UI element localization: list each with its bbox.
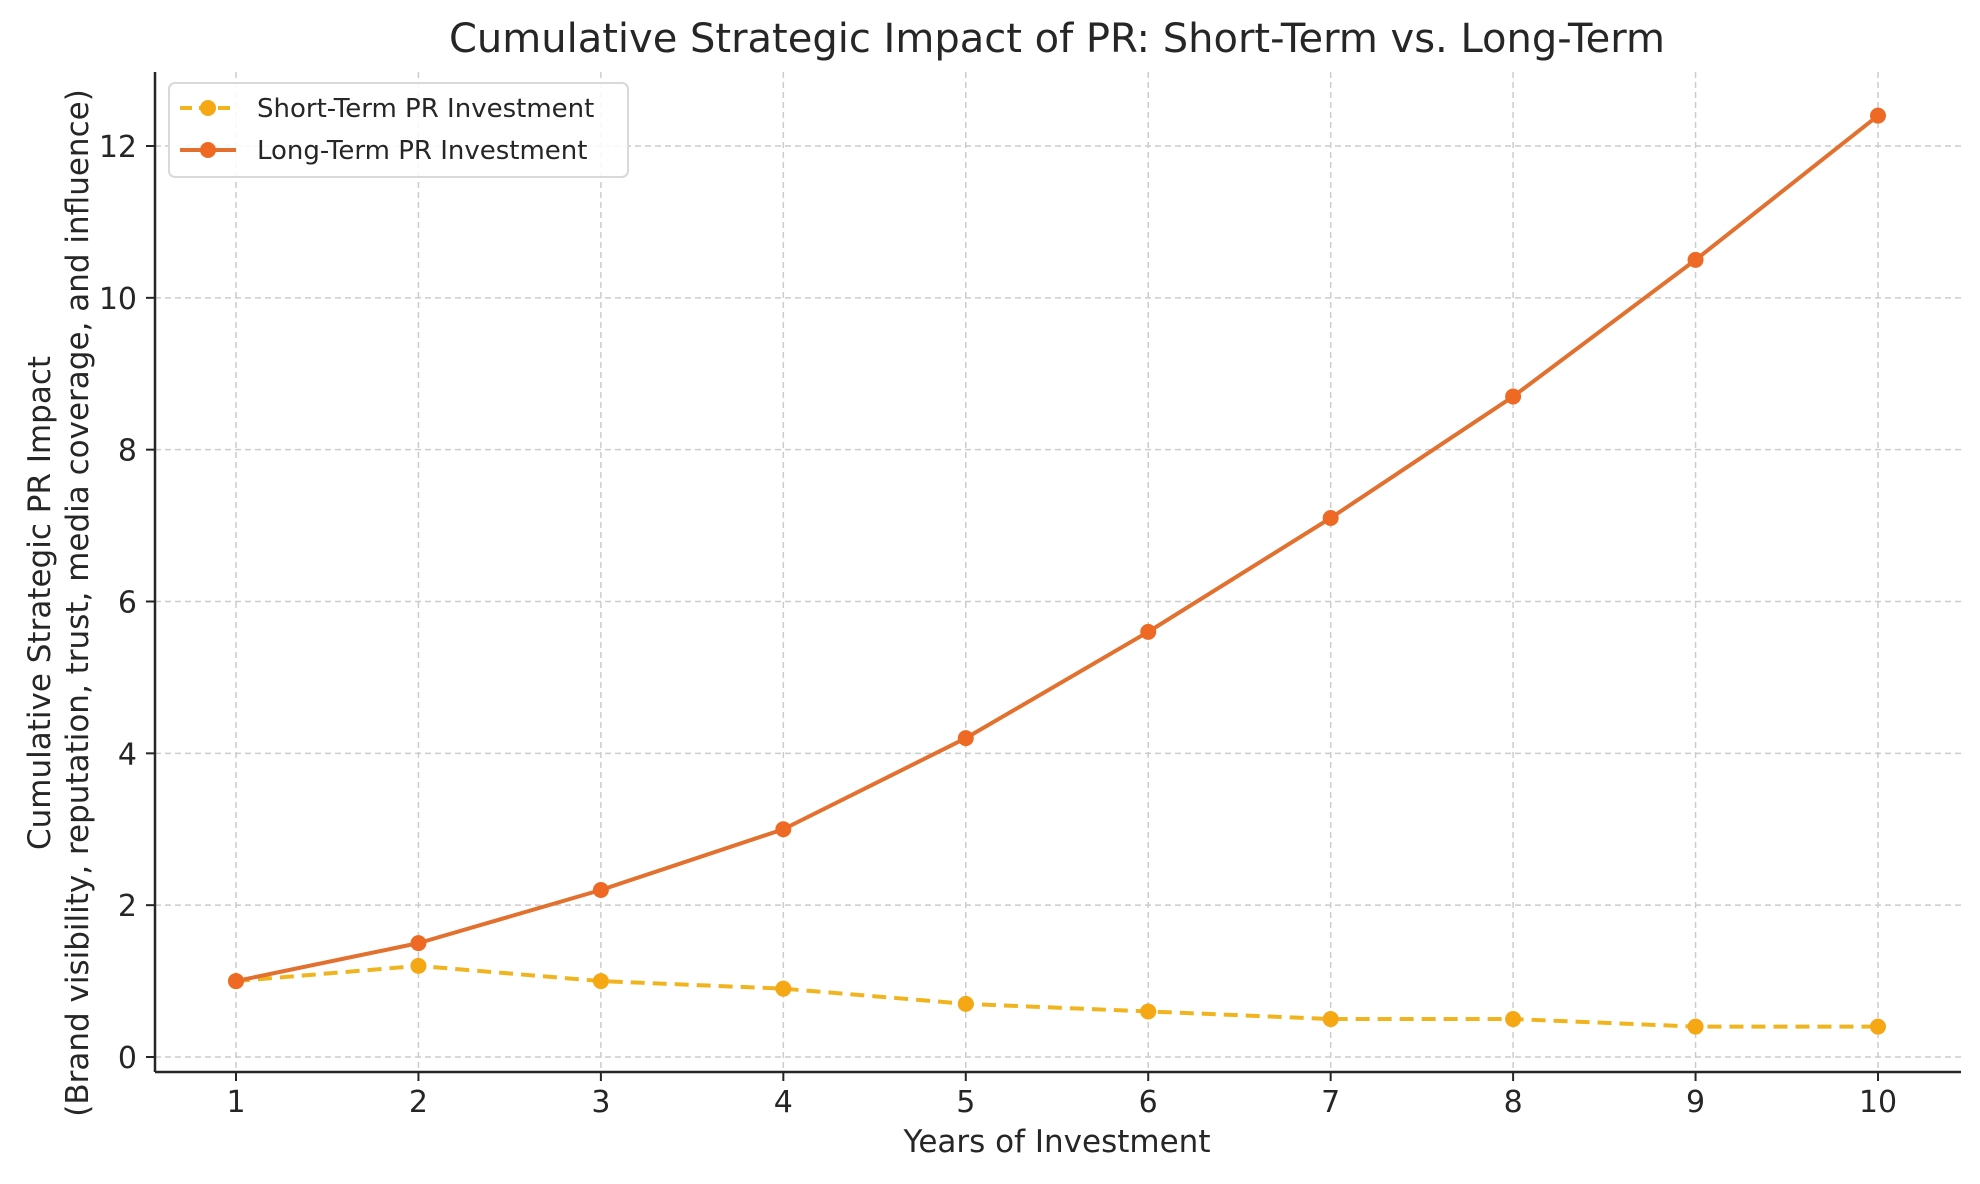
legend-label-short-term: Short-Term PR Investment <box>257 94 594 124</box>
y-axis-ticks: 0 2 4 6 8 10 12 <box>99 130 155 1076</box>
grid-lines <box>155 72 1961 1072</box>
x-tick-label: 9 <box>1686 1085 1705 1120</box>
data-point <box>957 730 974 747</box>
x-tick-label: 8 <box>1504 1085 1523 1120</box>
legend-box <box>168 82 629 178</box>
data-point <box>1870 1018 1886 1035</box>
data-point <box>228 973 244 990</box>
x-axis-label: Years of Investment <box>903 1124 1211 1160</box>
data-point <box>1140 1003 1157 1020</box>
y-tick-label: 8 <box>118 434 137 469</box>
x-tick-label: 5 <box>956 1085 975 1120</box>
data-point <box>1687 251 1704 268</box>
data-point <box>1505 388 1522 405</box>
x-tick-label: 3 <box>591 1085 610 1120</box>
data-point <box>775 821 792 838</box>
data-point <box>1140 623 1157 640</box>
y-tick-label: 2 <box>118 889 137 924</box>
data-point <box>957 995 974 1012</box>
x-tick-label: 7 <box>1321 1085 1340 1120</box>
data-point <box>1687 1018 1704 1035</box>
x-tick-label: 10 <box>1859 1085 1897 1120</box>
data-point <box>410 957 427 974</box>
x-tick-label: 6 <box>1139 1085 1158 1120</box>
data-point <box>1505 1011 1522 1028</box>
axes <box>153 72 1961 1074</box>
data-point <box>1870 107 1886 124</box>
x-tick-label: 2 <box>409 1085 428 1120</box>
data-point <box>592 973 609 990</box>
y-axis-label-line1: Cumulative Strategic PR Impact <box>22 356 58 850</box>
y-axis-label-line2: (Brand visibility, reputation, trust, me… <box>60 89 96 1117</box>
y-tick-label: 0 <box>118 1041 137 1076</box>
y-tick-label: 10 <box>99 282 137 317</box>
data-point <box>775 980 792 997</box>
legend-marker-short-term <box>200 100 216 116</box>
series-line <box>235 963 1878 1029</box>
chart-title: Cumulative Strategic Impact of PR: Short… <box>449 16 1665 62</box>
series-group <box>228 107 1886 1035</box>
legend: Short-Term PR Investment Long-Term PR In… <box>168 82 629 178</box>
y-tick-label: 4 <box>118 737 137 772</box>
y-tick-label: 12 <box>99 130 137 165</box>
data-point <box>592 881 609 898</box>
legend-marker-long-term <box>200 142 216 158</box>
series-line <box>235 114 1880 984</box>
y-tick-label: 6 <box>118 586 137 621</box>
x-tick-label: 1 <box>226 1085 245 1120</box>
data-point <box>1322 509 1339 526</box>
data-point <box>410 935 427 952</box>
x-tick-label: 4 <box>774 1085 793 1120</box>
series-long-term <box>228 107 1886 990</box>
x-axis-ticks: 1 2 3 4 5 6 7 8 9 10 <box>226 1072 1897 1120</box>
series-short-term <box>228 957 1886 1035</box>
data-point <box>1322 1011 1339 1028</box>
legend-label-long-term: Long-Term PR Investment <box>257 136 587 166</box>
